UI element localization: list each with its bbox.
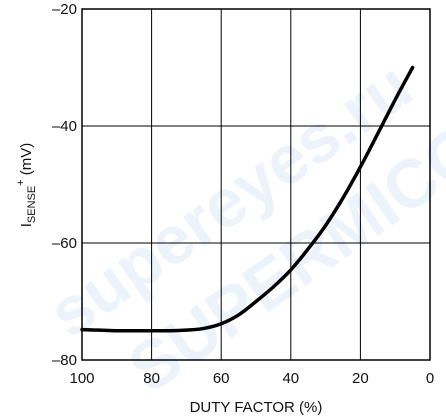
watermark: supereyes.ru SUPERMICO <box>35 47 446 407</box>
plot-frame <box>81 8 431 361</box>
y-tick-label: –60 <box>52 235 77 252</box>
x-tick-label: 80 <box>143 370 160 387</box>
y-axis-label-main: I <box>18 223 35 227</box>
y-tick-labels: –20 –40 –60 –80 <box>52 1 77 369</box>
x-tick-label: 60 <box>213 370 230 387</box>
x-tick-label: 0 <box>426 370 434 387</box>
y-axis-label-unit: (mV) <box>18 143 35 180</box>
y-tick-label: –40 <box>52 118 77 135</box>
y-axis-label-subscript: SENSE <box>26 186 38 223</box>
x-tick-label: 100 <box>69 370 94 387</box>
y-tick-label: –80 <box>52 352 77 369</box>
x-tick-label: 40 <box>282 370 299 387</box>
x-axis-label: DUTY FACTOR (%) <box>190 399 323 416</box>
y-axis-label-superscript: + <box>15 179 27 185</box>
x-tick-label: 20 <box>352 370 369 387</box>
y-axis-label: ISENSE+ (mV) <box>15 143 38 228</box>
series-line <box>80 65 415 333</box>
y-tick-label: –20 <box>52 1 77 18</box>
x-tick-labels: 100 80 60 40 20 0 <box>69 370 434 387</box>
